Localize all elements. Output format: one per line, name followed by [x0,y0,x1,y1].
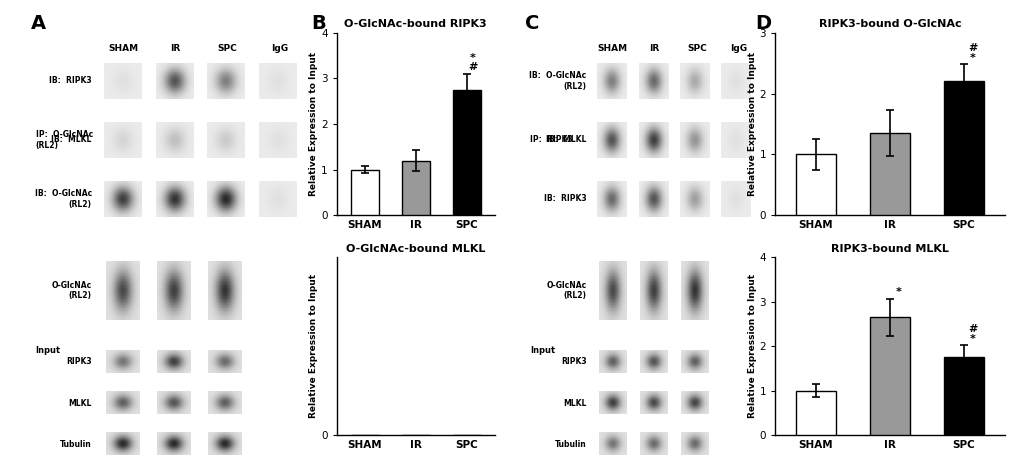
Text: *: * [470,53,475,63]
Text: IB:  O-GlcNAc
(RL2): IB: O-GlcNAc (RL2) [529,71,586,91]
Text: #: # [967,324,976,334]
Text: IB:  RIPK3: IB: RIPK3 [543,194,586,204]
Text: IB:  O-GlcNAc
(RL2): IB: O-GlcNAc (RL2) [35,189,92,209]
Y-axis label: Relative Expression to Input: Relative Expression to Input [747,52,756,196]
Text: IR: IR [170,44,180,53]
Bar [943,358,983,435]
Title: RIPK3-bound O-GlcNAc: RIPK3-bound O-GlcNAc [818,19,960,29]
Text: MLKL: MLKL [68,399,92,408]
Bar [943,81,983,215]
Text: RIPK3: RIPK3 [66,358,92,366]
Text: Tubulin: Tubulin [60,440,92,449]
Y-axis label: Relative Expression to Input: Relative Expression to Input [309,52,318,196]
Text: IB:  MLKL: IB: MLKL [545,135,586,145]
Text: *: * [969,334,975,344]
Text: Input: Input [36,346,61,355]
Text: IgG: IgG [730,44,747,53]
Text: IB:  RIPK3: IB: RIPK3 [49,76,92,86]
Text: IR: IR [649,44,659,53]
Bar [351,169,378,215]
Text: SHAM: SHAM [108,44,138,53]
Text: #: # [967,44,976,53]
Bar [795,154,836,215]
Text: B: B [311,14,325,33]
Text: Tubulin: Tubulin [554,440,586,449]
Bar [869,133,909,215]
Bar [401,161,429,215]
Text: MLKL: MLKL [562,399,586,408]
Y-axis label: Relative Expression to Input: Relative Expression to Input [309,274,318,418]
Text: IP:  O-GlcNAc
(RL2): IP: O-GlcNAc (RL2) [36,130,93,150]
Text: SPC: SPC [217,44,237,53]
Text: IB:  MLKL: IB: MLKL [51,135,92,145]
Title: O-GlcNAc-bound RIPK3: O-GlcNAc-bound RIPK3 [344,19,486,29]
Y-axis label: Relative Expression to Input: Relative Expression to Input [747,274,756,418]
Bar [795,391,836,435]
Bar [869,317,909,435]
Text: *: * [895,286,901,297]
Text: D: D [754,14,770,33]
Text: A: A [31,14,46,33]
Text: IgG: IgG [271,44,288,53]
Text: Input: Input [530,346,555,355]
Text: O-GlcNAc
(RL2): O-GlcNAc (RL2) [52,281,92,300]
Title: RIPK3-bound MLKL: RIPK3-bound MLKL [830,244,948,254]
Text: O-GlcNAc
(RL2): O-GlcNAc (RL2) [546,281,586,300]
Text: IP:  RIPK3: IP: RIPK3 [530,135,573,145]
Text: RIPK3: RIPK3 [560,358,586,366]
Text: #: # [468,62,477,73]
Title: O-GlcNAc-bound MLKL: O-GlcNAc-bound MLKL [345,244,485,254]
Text: SPC: SPC [686,44,706,53]
Text: *: * [969,53,975,63]
Text: C: C [525,14,539,33]
Bar [452,90,480,215]
Text: SHAM: SHAM [597,44,627,53]
